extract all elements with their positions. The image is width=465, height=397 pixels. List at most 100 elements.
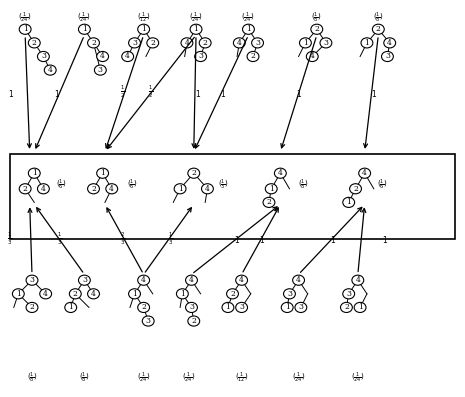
Circle shape [38, 52, 49, 62]
Circle shape [190, 24, 202, 34]
Circle shape [69, 289, 81, 299]
Text: $(\frac{1}{24})$: $(\frac{1}{24})$ [137, 370, 151, 385]
Text: 4: 4 [310, 52, 315, 60]
Text: 1: 1 [346, 198, 351, 206]
Text: 3: 3 [198, 52, 203, 60]
Text: 3: 3 [287, 290, 292, 298]
Text: 3: 3 [299, 303, 303, 311]
Text: $\frac{1}{3}$: $\frac{1}{3}$ [7, 231, 12, 247]
Circle shape [266, 184, 277, 194]
Text: 2: 2 [191, 169, 196, 177]
Text: 1: 1 [178, 185, 183, 193]
Text: 2: 2 [30, 303, 34, 311]
Text: $(\frac{1}{3})$: $(\frac{1}{3})$ [218, 178, 229, 192]
Text: 1: 1 [141, 25, 146, 33]
Text: 3: 3 [255, 39, 260, 47]
Circle shape [147, 38, 159, 48]
Circle shape [247, 52, 259, 62]
Text: 4: 4 [296, 276, 301, 284]
Text: $(\frac{1}{24})$: $(\frac{1}{24})$ [77, 10, 92, 25]
Text: 2: 2 [23, 185, 27, 193]
Text: 1: 1 [180, 290, 185, 298]
Circle shape [236, 275, 247, 285]
Text: $1$: $1$ [296, 88, 302, 99]
Text: $(\frac{1}{6})$: $(\frac{1}{6})$ [127, 178, 138, 192]
Circle shape [233, 38, 245, 48]
Circle shape [40, 289, 52, 299]
Circle shape [174, 184, 186, 194]
Circle shape [299, 38, 312, 48]
Text: 4: 4 [100, 52, 105, 60]
Text: $(\frac{1}{12})$: $(\frac{1}{12})$ [235, 370, 249, 385]
Text: $1$: $1$ [259, 234, 265, 245]
Circle shape [129, 38, 140, 48]
Circle shape [340, 303, 352, 312]
Text: $1$: $1$ [7, 88, 13, 99]
Text: $1$: $1$ [330, 234, 336, 245]
Circle shape [226, 289, 239, 299]
Text: $(\frac{1}{24})$: $(\frac{1}{24})$ [292, 370, 306, 385]
Circle shape [381, 52, 393, 62]
Text: 1: 1 [285, 303, 290, 311]
Text: 2: 2 [353, 185, 358, 193]
Text: 1: 1 [132, 290, 137, 298]
Text: 2: 2 [91, 39, 96, 47]
Text: 3: 3 [346, 290, 351, 298]
Text: 4: 4 [205, 185, 210, 193]
Circle shape [199, 38, 211, 48]
Text: 4: 4 [141, 276, 146, 284]
Text: 1: 1 [32, 169, 37, 177]
Text: $1$: $1$ [371, 88, 377, 99]
Text: 3: 3 [189, 303, 194, 311]
Text: 2: 2 [191, 317, 196, 325]
Text: 2: 2 [230, 290, 235, 298]
Text: 2: 2 [203, 39, 207, 47]
Text: 2: 2 [73, 290, 78, 298]
Circle shape [186, 303, 198, 312]
Text: $(\frac{1}{6})$: $(\frac{1}{6})$ [378, 178, 388, 192]
Text: 3: 3 [385, 52, 390, 60]
Text: $(\frac{1}{6})$: $(\frac{1}{6})$ [56, 178, 67, 192]
Text: 4: 4 [48, 66, 53, 74]
Text: 1: 1 [16, 290, 21, 298]
Text: $(\frac{1}{12})$: $(\frac{1}{12})$ [137, 10, 151, 25]
Text: 3: 3 [239, 303, 244, 311]
Text: 2: 2 [376, 25, 381, 33]
Text: 2: 2 [150, 39, 155, 47]
Circle shape [343, 197, 355, 208]
Text: 2: 2 [251, 52, 255, 60]
Circle shape [97, 52, 108, 62]
Text: $(\frac{1}{24})$: $(\frac{1}{24})$ [18, 10, 32, 25]
Circle shape [320, 38, 332, 48]
Circle shape [311, 24, 323, 34]
Text: 3: 3 [29, 276, 34, 284]
Circle shape [87, 184, 100, 194]
Circle shape [222, 303, 234, 312]
Circle shape [28, 168, 40, 178]
Circle shape [188, 168, 199, 178]
Circle shape [181, 38, 193, 48]
Text: 4: 4 [125, 52, 130, 60]
Text: 2: 2 [314, 25, 319, 33]
Circle shape [201, 184, 213, 194]
Text: $\frac{1}{3}$: $\frac{1}{3}$ [168, 231, 174, 247]
Circle shape [186, 275, 198, 285]
Text: 3: 3 [132, 39, 137, 47]
Circle shape [94, 65, 106, 75]
Text: 1: 1 [23, 25, 27, 33]
Circle shape [106, 184, 118, 194]
Text: 3: 3 [146, 317, 151, 325]
Text: 2: 2 [266, 198, 272, 206]
Circle shape [19, 184, 31, 194]
Text: $(\frac{1}{8})$: $(\frac{1}{8})$ [312, 10, 322, 25]
Circle shape [65, 303, 77, 312]
Text: 2: 2 [344, 303, 349, 311]
Circle shape [26, 275, 38, 285]
Circle shape [122, 52, 133, 62]
Circle shape [243, 24, 254, 34]
Text: $\frac{2}{3}$: $\frac{2}{3}$ [120, 231, 126, 247]
Text: $(\frac{1}{24})$: $(\frac{1}{24})$ [182, 370, 196, 385]
Text: 1: 1 [303, 39, 308, 47]
Text: 4: 4 [355, 276, 360, 284]
Text: 1: 1 [358, 303, 363, 311]
